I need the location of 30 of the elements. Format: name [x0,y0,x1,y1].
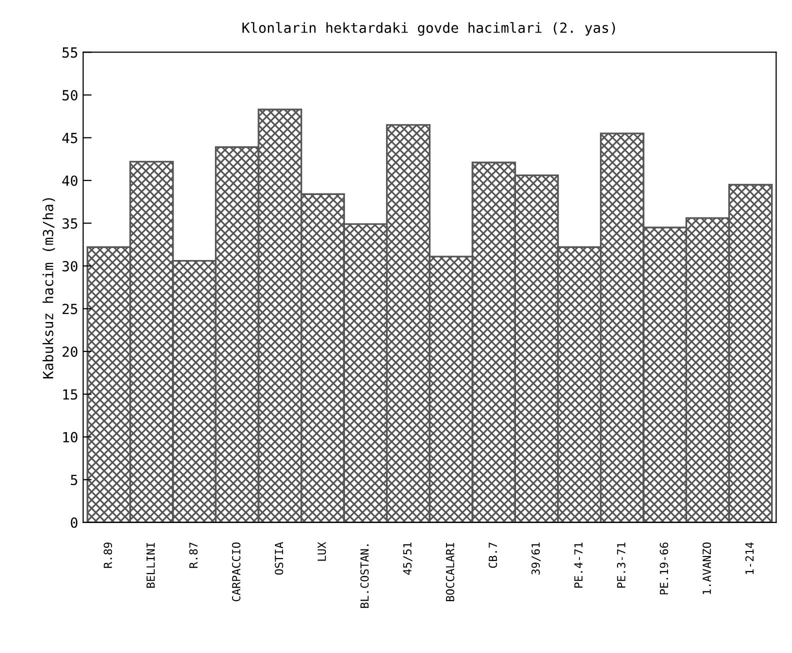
y-axis-title: Kabuksuz hacim (m3/ha) [42,198,55,378]
y-tick-label: 25 [62,304,78,314]
x-tick-label: 45/51 [403,542,412,575]
x-tick-label: PE.19-66 [660,542,668,594]
y-tick-label: 55 [62,47,78,58]
x-tick-label: CARPACCIO [232,542,240,602]
x-tick-label: PE.3-71 [617,542,626,588]
x-tick-label: OSTIA [274,542,284,575]
y-tick-label: 15 [63,389,78,400]
chart-title: Klonlarin hektardaki govde hacimlari (2. yas) [242,22,615,36]
x-tick-label: R.89 [104,542,112,568]
x-tick-label: BOCCALARI [446,542,454,602]
y-tick-label: 35 [62,218,78,229]
x-tick-label: CB.7 [488,542,498,568]
y-tick-label: 20 [62,346,78,357]
x-tick-label: R.87 [189,542,198,568]
y-tick-label: 40 [62,175,78,186]
y-tick-label: 5 [70,474,78,486]
x-tick-label: BELLINI [146,542,155,588]
y-tick-label: 0 [70,517,78,528]
y-tick-label: 10 [63,432,78,442]
x-tick-label: BL.COSTAN. [360,544,369,608]
x-tick-label: LUX [318,542,326,561]
x-tick-label: 1-214 [745,542,754,574]
y-tick-label: 50 [62,90,78,100]
x-tick-label: 1.AVANZO [702,542,711,594]
y-tick-label: 45 [62,132,78,144]
x-tick-label: 39/61 [531,542,541,575]
y-tick-label: 30 [62,260,78,272]
x-tick-label: PE.4-71 [574,542,582,588]
